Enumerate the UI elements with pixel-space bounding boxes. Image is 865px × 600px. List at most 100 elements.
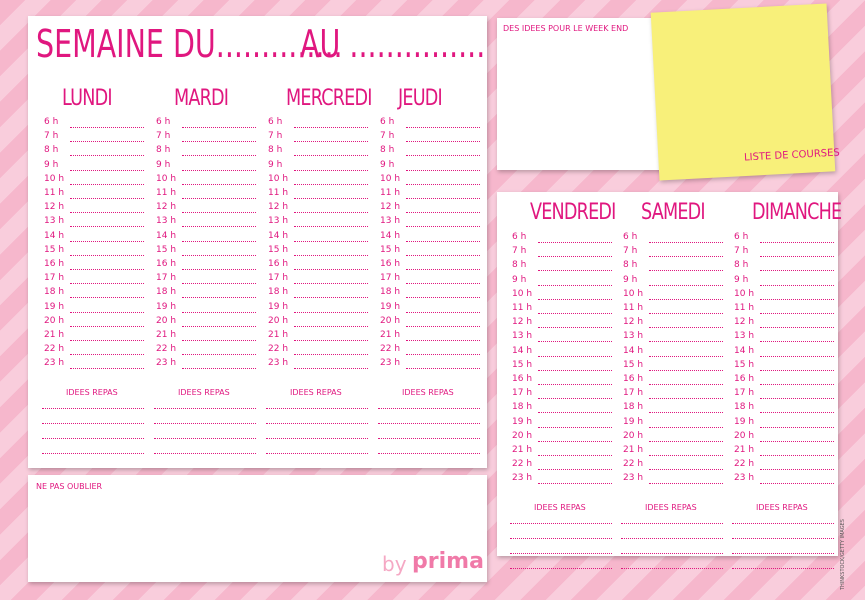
hour-line bbox=[182, 127, 256, 128]
hour-line bbox=[760, 284, 834, 286]
hour-label: 15 h bbox=[623, 359, 644, 370]
hour-label: 12 h bbox=[512, 317, 533, 328]
hour-line bbox=[294, 340, 368, 341]
hour-label: 11 h bbox=[380, 188, 401, 198]
hour-line bbox=[760, 242, 834, 243]
hour-label: 12 h bbox=[156, 202, 177, 213]
hour-label: 23 h bbox=[623, 473, 644, 484]
hour-line bbox=[538, 483, 612, 485]
hour-line bbox=[294, 226, 368, 228]
meal-line bbox=[621, 553, 723, 554]
hour-label: 11 h bbox=[268, 188, 289, 198]
hour-label: 17 h bbox=[156, 273, 177, 284]
hour-line bbox=[294, 240, 368, 242]
hour-line bbox=[294, 169, 368, 171]
hour-line bbox=[538, 440, 612, 442]
hour-label: 15 h bbox=[268, 244, 289, 255]
hour-label: 11 h bbox=[623, 303, 644, 313]
hour-line bbox=[406, 141, 480, 143]
hour-line bbox=[406, 354, 480, 356]
hour-line bbox=[406, 325, 480, 327]
hour-line bbox=[649, 270, 723, 272]
hour-label: 17 h bbox=[44, 273, 65, 284]
hour-line bbox=[649, 284, 723, 286]
hour-label: 22 h bbox=[44, 344, 65, 355]
hour-label: 8 h bbox=[734, 260, 749, 271]
hour-line bbox=[182, 212, 256, 214]
hour-line bbox=[70, 155, 144, 157]
hour-line bbox=[70, 240, 144, 242]
hour-line bbox=[760, 426, 834, 428]
hour-label: 10 h bbox=[268, 173, 289, 184]
hour-label: 18 h bbox=[623, 402, 644, 413]
hour-label: 22 h bbox=[156, 344, 177, 355]
hour-line bbox=[538, 469, 612, 471]
hour-label: 8 h bbox=[156, 145, 171, 156]
hour-line bbox=[70, 340, 144, 341]
hour-label: 15 h bbox=[380, 244, 401, 255]
hour-label: 10 h bbox=[734, 288, 755, 299]
hour-label: 18 h bbox=[380, 287, 401, 298]
hour-label: 23 h bbox=[156, 358, 177, 369]
hour-label: 14 h bbox=[512, 345, 533, 356]
day-title: JEUDI bbox=[398, 86, 443, 111]
hour-label: 19 h bbox=[734, 416, 755, 427]
meal-line bbox=[621, 538, 723, 539]
meal-line bbox=[154, 423, 256, 424]
hour-line bbox=[294, 368, 368, 370]
hour-line bbox=[760, 455, 834, 456]
brand-by: by bbox=[382, 552, 407, 576]
hour-label: 18 h bbox=[44, 287, 65, 298]
meals-label: IDEES REPAS bbox=[645, 503, 697, 512]
hour-label: 15 h bbox=[734, 359, 755, 370]
hour-label: 17 h bbox=[623, 388, 644, 399]
hour-line bbox=[649, 398, 723, 400]
hour-line bbox=[182, 254, 256, 256]
hour-line bbox=[294, 354, 368, 356]
hour-line bbox=[294, 254, 368, 256]
hour-line bbox=[182, 226, 256, 228]
hour-label: 13 h bbox=[512, 331, 533, 342]
hour-label: 6 h bbox=[380, 117, 395, 127]
hour-label: 18 h bbox=[268, 287, 289, 298]
meals-label: IDEES REPAS bbox=[534, 503, 586, 512]
reminder-panel bbox=[28, 475, 487, 582]
hour-label: 8 h bbox=[512, 260, 527, 271]
hour-label: 13 h bbox=[44, 216, 65, 227]
hour-label: 21 h bbox=[512, 445, 533, 455]
hour-label: 21 h bbox=[623, 445, 644, 455]
hour-label: 7 h bbox=[734, 246, 749, 257]
hour-line bbox=[649, 469, 723, 471]
hour-label: 15 h bbox=[512, 359, 533, 370]
meal-line bbox=[154, 408, 256, 409]
hour-label: 15 h bbox=[44, 244, 65, 255]
hour-line bbox=[760, 384, 834, 385]
hour-line bbox=[538, 242, 612, 243]
hour-label: 6 h bbox=[512, 232, 527, 242]
hour-line bbox=[182, 141, 256, 143]
hour-line bbox=[70, 226, 144, 228]
hour-line bbox=[294, 155, 368, 157]
hour-line bbox=[294, 183, 368, 185]
hour-line bbox=[649, 242, 723, 243]
meal-line bbox=[378, 453, 480, 454]
reminder-label: NE PAS OUBLIER bbox=[36, 482, 103, 491]
meals-label: IDEES REPAS bbox=[402, 388, 454, 397]
hour-label: 9 h bbox=[380, 159, 395, 170]
hour-line bbox=[649, 455, 723, 456]
hour-line bbox=[760, 256, 834, 258]
hour-line bbox=[760, 469, 834, 471]
hour-line bbox=[182, 155, 256, 157]
hour-label: 11 h bbox=[734, 303, 755, 313]
hour-line bbox=[649, 327, 723, 329]
meal-line bbox=[510, 523, 612, 524]
hour-line bbox=[649, 483, 723, 485]
hour-label: 17 h bbox=[268, 273, 289, 284]
hour-line bbox=[182, 198, 256, 199]
hour-label: 14 h bbox=[156, 230, 177, 241]
meal-line bbox=[266, 453, 368, 454]
hour-line bbox=[538, 341, 612, 343]
hour-line bbox=[406, 368, 480, 370]
hour-label: 23 h bbox=[268, 358, 289, 369]
hour-label: 6 h bbox=[156, 117, 171, 127]
